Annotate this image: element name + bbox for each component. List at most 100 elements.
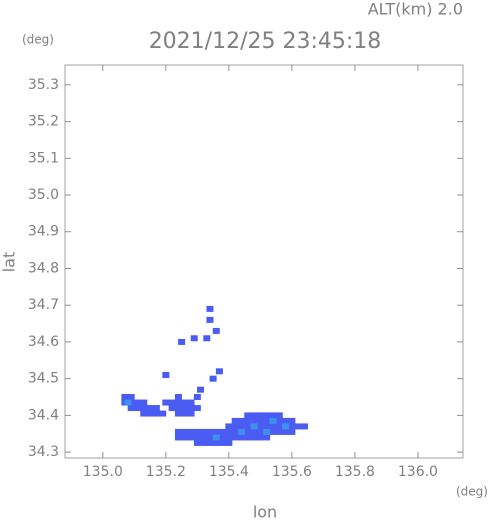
echo-cell [225, 428, 233, 435]
echo-cell [244, 412, 252, 419]
echo-cell [219, 428, 227, 435]
echo-cell [237, 434, 245, 441]
echo-cell [187, 434, 195, 441]
echo-cell [256, 434, 264, 441]
echo-cell [244, 434, 252, 441]
echo-cell [206, 434, 214, 441]
x-unit: (deg) [456, 485, 488, 499]
echo-cell [200, 428, 208, 435]
echo-cell [200, 439, 208, 446]
echo-cell [193, 405, 201, 412]
echo-cell [269, 412, 277, 419]
echo-cell [133, 399, 141, 406]
echo-cell [269, 423, 277, 430]
x-tick-label: 135.4 [209, 464, 249, 480]
echo-cell [225, 439, 233, 446]
echo-cell [193, 434, 201, 441]
plot-frame [64, 64, 464, 459]
echo-cell [215, 368, 223, 375]
y-tick-label: 35.2 [28, 114, 59, 130]
echo-cell [168, 405, 176, 412]
echo-cell [263, 417, 271, 424]
x-tick-label: 135.6 [272, 464, 312, 480]
echo-cell [250, 412, 258, 419]
y-tick-label: 34.9 [28, 224, 59, 240]
echo-cell [275, 412, 283, 419]
echo-cell [121, 394, 129, 401]
echo-cell [250, 428, 258, 435]
echo-cell [187, 405, 195, 412]
x-axis-label: lon [253, 503, 277, 521]
echo-cell [256, 412, 264, 419]
echo-cell [269, 428, 277, 435]
echo-cell [231, 428, 239, 435]
echo-cell [206, 428, 214, 435]
echo-cell [225, 434, 233, 441]
echo-cell [282, 423, 290, 430]
y-tick-label: 34.5 [28, 371, 59, 387]
echo-cell [275, 417, 283, 424]
echo-cell [174, 394, 182, 401]
echo-cell [178, 338, 186, 345]
echo-cell [219, 434, 227, 441]
echo-cell [256, 417, 264, 424]
y-tick-label: 34.6 [28, 334, 59, 350]
echo-cell [250, 423, 258, 430]
y-tick-label: 34.8 [28, 260, 59, 276]
echo-cell [300, 423, 308, 430]
x-tick-label: 136.0 [398, 464, 438, 480]
echo-cell [146, 410, 154, 417]
echo-cell [140, 399, 148, 406]
x-tick-label: 135.0 [83, 464, 123, 480]
echo-cell [181, 405, 189, 412]
echo-cell [193, 428, 201, 435]
echo-cell [197, 386, 205, 393]
echo-cell [244, 428, 252, 435]
echo-cell [212, 428, 220, 435]
echo-cell [294, 423, 302, 430]
echo-cell [237, 423, 245, 430]
echo-cell [152, 410, 160, 417]
y-axis-label: lat [0, 252, 19, 273]
echo-cell [181, 399, 189, 406]
echo-cell [146, 405, 154, 412]
echo-cell [256, 428, 264, 435]
echo-cell [187, 410, 195, 417]
y-unit: (deg) [22, 33, 54, 47]
echo-cell [168, 399, 176, 406]
echo-cell [282, 417, 290, 424]
echo-cell [174, 428, 182, 435]
x-tick-label: 135.8 [335, 464, 375, 480]
echo-cell [200, 434, 208, 441]
echo-cell [127, 394, 135, 401]
y-tick-label: 34.7 [28, 297, 59, 313]
echo-cell [162, 371, 170, 378]
echo-cell [212, 327, 220, 334]
echo-cell [263, 412, 271, 419]
echo-cell [190, 335, 198, 342]
y-tick-label: 34.3 [28, 444, 59, 460]
echo-cell [187, 428, 195, 435]
echo-cell [159, 410, 167, 417]
echo-cell [140, 405, 148, 412]
echo-cell [250, 417, 258, 424]
echo-cell [237, 417, 245, 424]
echo-cell [275, 423, 283, 430]
echo-cell [181, 428, 189, 435]
echo-cell [209, 375, 217, 382]
echo-cell [206, 305, 214, 312]
echo-cell [162, 399, 170, 406]
echo-cell [212, 439, 220, 446]
echo-cell [269, 417, 277, 424]
echo-cell [288, 428, 296, 435]
echo-cell [282, 428, 290, 435]
echo-cell [140, 410, 148, 417]
echo-cell [263, 434, 271, 441]
echo-cell [193, 439, 201, 446]
echo-cell [219, 439, 227, 446]
echo-cell [174, 405, 182, 412]
echo-cell [231, 417, 239, 424]
echo-cell [174, 410, 182, 417]
echo-cell [124, 399, 132, 406]
